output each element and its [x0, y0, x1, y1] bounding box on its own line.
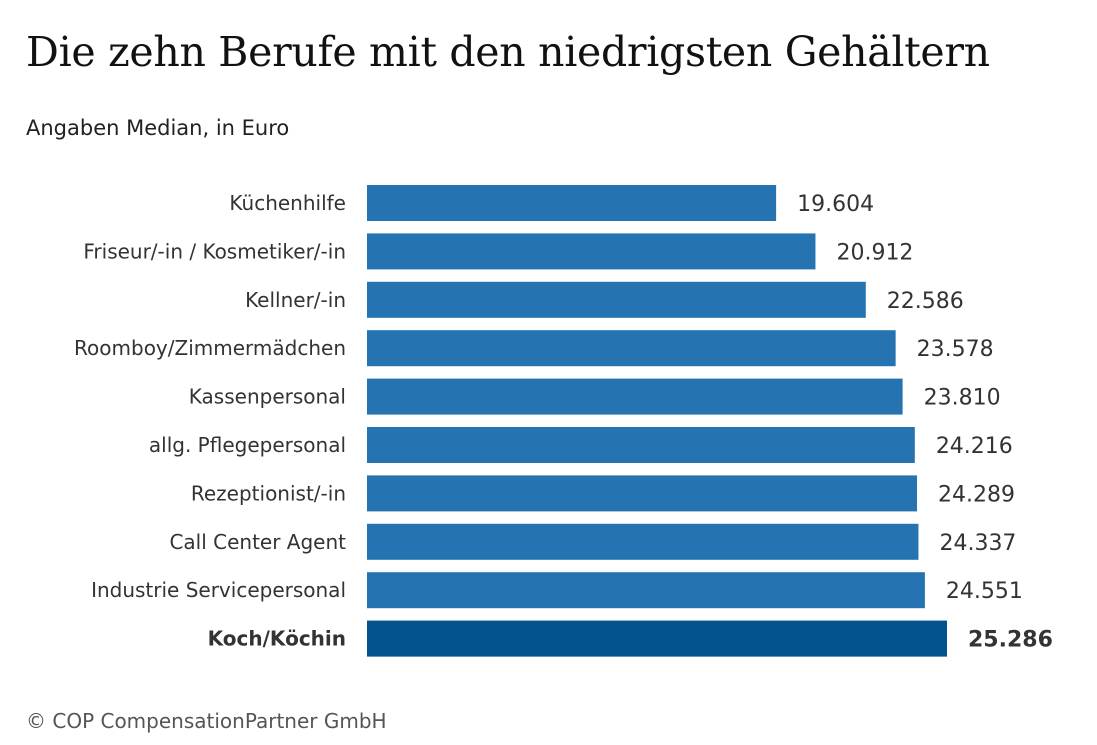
value-label: 25.286: [968, 628, 1053, 653]
value-label: 24.216: [936, 434, 1013, 459]
bar: [367, 185, 777, 221]
bar-chart: Küchenhilfe 19.604 Friseur/-in / Kosmetike…: [74, 185, 1053, 657]
bar-row-6: allg. Pflegepersonal 24.216: [149, 427, 1013, 463]
category-label: allg. Pflegepersonal: [149, 433, 346, 457]
category-label: Call Center Agent: [169, 530, 346, 554]
value-label: 22.586: [887, 289, 964, 314]
bar: [367, 572, 925, 609]
bar: [367, 523, 919, 560]
category-label: Rezeptionist/-in: [191, 481, 346, 505]
value-label: 23.578: [917, 337, 994, 362]
bar-row-10: Koch/Köchin 25.286: [208, 620, 1053, 657]
category-label: Industrie Servicepersonal: [91, 578, 346, 602]
bar-row-7: Rezeptionist/-in 24.289: [191, 475, 1015, 512]
category-label: Kassenpersonal: [189, 385, 346, 409]
value-label: 24.337: [939, 531, 1016, 556]
category-label: Kellner/-in: [245, 288, 346, 312]
bar: [367, 281, 866, 318]
value-label: 23.810: [924, 386, 1001, 411]
bar: [367, 233, 816, 270]
bar-row-5: Kassenpersonal 23.810: [189, 378, 1001, 415]
value-label: 24.289: [938, 482, 1015, 507]
bar-highlighted: [367, 620, 947, 657]
bar: [367, 330, 896, 367]
source-credit: © COP CompensationPartner GmbH: [26, 709, 387, 733]
category-label: Friseur/-in / Kosmetiker/-in: [83, 239, 346, 263]
value-label: 24.551: [946, 579, 1023, 604]
category-label: Koch/Köchin: [208, 627, 346, 651]
bar-row-9: Industrie Servicepersonal 24.551: [91, 572, 1023, 609]
value-label: 19.604: [797, 192, 874, 217]
bar: [367, 378, 903, 415]
bar-row-3: Kellner/-in 22.586: [245, 281, 964, 318]
bar-row-1: Küchenhilfe 19.604: [229, 185, 874, 221]
bar-row-8: Call Center Agent 24.337: [169, 523, 1016, 560]
chart-title: Die zehn Berufe mit den niedrigsten Gehä…: [26, 28, 990, 76]
category-label: Roomboy/Zimmermädchen: [74, 336, 346, 360]
bar-row-2: Friseur/-in / Kosmetiker/-in 20.912: [83, 233, 913, 270]
bar: [367, 475, 918, 512]
category-label: Küchenhilfe: [229, 191, 346, 215]
bar-row-4: Roomboy/Zimmermädchen 23.578: [74, 330, 994, 367]
value-label: 20.912: [836, 240, 913, 265]
bar: [367, 427, 915, 463]
chart-subtitle: Angaben Median, in Euro: [26, 116, 290, 140]
